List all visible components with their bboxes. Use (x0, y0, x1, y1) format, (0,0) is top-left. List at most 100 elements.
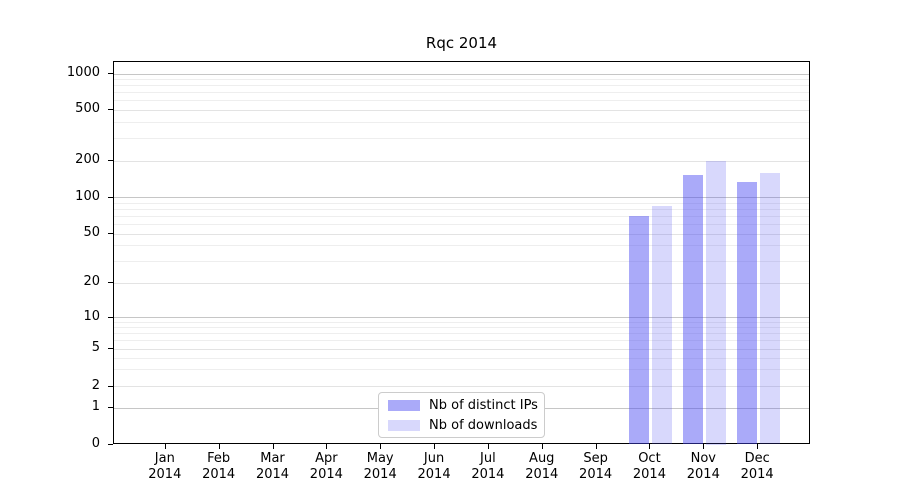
x-label-month: Feb (207, 451, 231, 466)
legend-swatch-distinct-ips (388, 399, 420, 411)
legend-label-downloads: Nb of downloads (429, 417, 538, 433)
x-axis-tick (757, 444, 759, 449)
x-axis-tick (703, 444, 705, 449)
x-label-month: Aug (529, 451, 555, 466)
gridline-minor (114, 202, 809, 204)
x-label-year: 2014 (686, 467, 720, 482)
gridline-minor (114, 85, 809, 87)
gridline-minor (114, 340, 809, 342)
x-axis-tick-label: Jul 2014 (456, 451, 520, 483)
x-axis-tick-label: Jan 2014 (133, 451, 197, 483)
gridline-major (114, 233, 809, 235)
y-axis-tick (108, 73, 113, 75)
x-axis-tick-label: Nov 2014 (671, 451, 735, 483)
x-axis-tick-label: Apr 2014 (294, 451, 358, 483)
bar-oct-downloads (651, 206, 672, 445)
bar-dec-downloads (759, 172, 780, 445)
plot-area: Nb of distinct IPs Nb of downloads (113, 61, 810, 445)
x-label-year: 2014 (417, 467, 451, 482)
gridline-minor (114, 357, 809, 359)
gridline-decade (114, 73, 809, 75)
gridline-minor (114, 208, 809, 210)
x-label-month: Jun (423, 451, 445, 466)
x-axis-tick-label: May 2014 (348, 451, 412, 483)
gridline-minor (114, 215, 809, 217)
gridline-minor (114, 100, 809, 102)
bar-nov-downloads (705, 161, 726, 445)
y-axis-tick (108, 385, 113, 387)
gridline-major (114, 109, 809, 111)
y-axis-tick-label: 10 (83, 308, 100, 324)
y-axis-tick (108, 348, 113, 349)
gridline-minor (114, 333, 809, 335)
gridline-minor (114, 327, 809, 329)
y-axis-tick-label: 500 (75, 101, 100, 116)
x-axis-tick (541, 444, 543, 449)
gridline-major (114, 282, 809, 284)
x-label-year: 2014 (255, 467, 290, 482)
x-label-year: 2014 (525, 467, 559, 482)
y-axis-tick (108, 282, 113, 283)
gridline-major (114, 160, 809, 162)
x-axis-tick (649, 444, 651, 449)
legend-swatch-downloads (388, 419, 420, 431)
x-label-month: Mar (260, 451, 285, 466)
x-axis-tick (272, 444, 274, 449)
bar-nov-distinct-ips (682, 174, 703, 445)
gridline-minor (114, 260, 809, 262)
x-axis-tick-label: Oct 2014 (617, 451, 681, 483)
x-label-year: 2014 (632, 467, 666, 482)
bar-oct-distinct-ips (628, 216, 649, 445)
gridline-minor (114, 121, 809, 123)
x-axis-tick (595, 444, 597, 449)
x-axis-tick (487, 444, 489, 449)
legend-label-distinct-ips: Nb of distinct IPs (429, 397, 538, 413)
bar-dec-distinct-ips (736, 181, 757, 445)
x-label-month: Oct (638, 451, 661, 466)
x-label-year: 2014 (309, 467, 343, 482)
x-label-month: Sep (583, 451, 608, 466)
y-axis-tick (108, 233, 113, 234)
x-label-year: 2014 (579, 467, 613, 482)
x-axis-tick-label: Sep 2014 (564, 451, 628, 483)
gridline-minor (114, 79, 809, 81)
x-axis-tick (164, 444, 166, 449)
gridline-minor (114, 223, 809, 225)
y-axis-tick-label: 0 (91, 435, 100, 451)
y-axis-tick (108, 407, 113, 408)
x-label-month: Apr (315, 451, 338, 466)
y-axis-tick-label: 200 (75, 152, 100, 167)
x-label-year: 2014 (202, 467, 236, 482)
x-axis-tick-label: Jun 2014 (402, 451, 466, 483)
gridline-minor (114, 322, 809, 324)
legend-item-distinct-ips: Nb of distinct IPs (388, 398, 544, 413)
x-label-month: Nov (690, 451, 716, 466)
x-axis-tick (326, 444, 328, 449)
y-axis-tick-label: 1000 (66, 65, 100, 81)
legend: Nb of distinct IPs Nb of downloads (378, 392, 545, 438)
y-axis-tick-label: 50 (83, 225, 100, 240)
gridline-decade (114, 197, 809, 199)
x-axis-tick-label: Dec 2014 (725, 451, 789, 483)
x-axis-tick (434, 444, 436, 449)
y-axis-tick-label: 100 (75, 188, 100, 204)
y-axis-tick (108, 443, 113, 445)
gridline-major (114, 348, 809, 350)
x-axis-tick-label: Aug 2014 (510, 451, 574, 483)
x-label-year: 2014 (740, 467, 774, 482)
gridline-major (114, 386, 809, 387)
x-label-year: 2014 (471, 467, 505, 482)
gridline-minor (114, 369, 809, 371)
gridline-minor (114, 92, 809, 94)
x-label-month: May (366, 451, 394, 466)
y-axis-tick-label: 1 (91, 399, 100, 414)
gridline-minor (114, 137, 809, 139)
chart-title: Rqc 2014 (425, 34, 498, 52)
y-axis-tick-label: 2 (91, 377, 100, 393)
x-axis-tick (380, 444, 382, 449)
y-axis-tick-label: 5 (91, 340, 100, 355)
x-label-year: 2014 (148, 467, 182, 482)
y-axis-tick (108, 316, 113, 318)
x-axis-tick-label: Feb 2014 (187, 451, 251, 483)
